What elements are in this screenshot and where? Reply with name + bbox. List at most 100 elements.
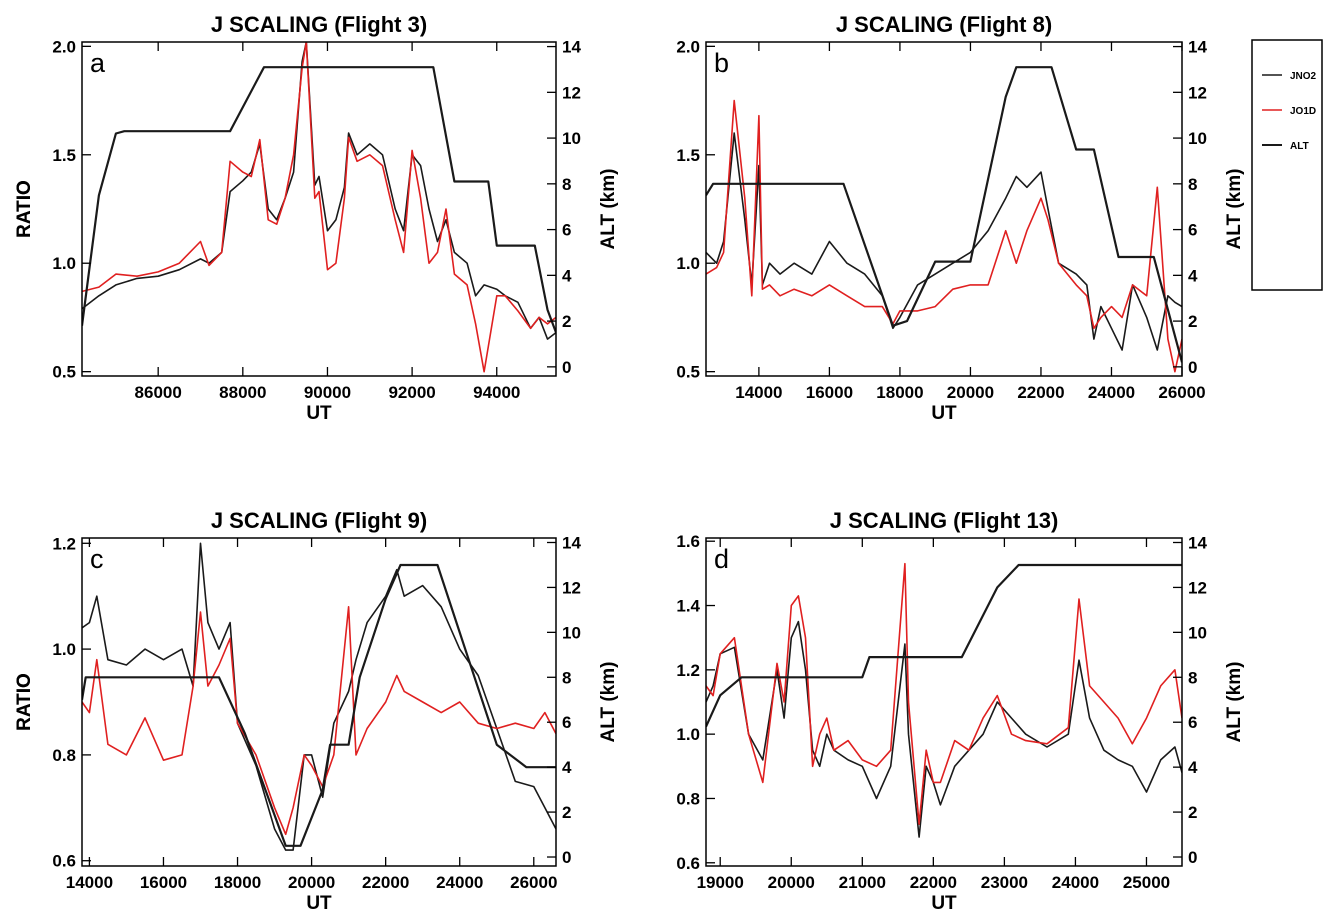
plot-frame: [705, 41, 1183, 377]
y2-tick-label: 8: [562, 668, 571, 687]
x-tick-label: 86000: [135, 383, 182, 402]
series-line-alt: [82, 66, 556, 333]
y2-tick-label: 4: [562, 266, 572, 285]
y2-tick-label: 10: [1188, 623, 1207, 642]
x-tick-label: 22000: [362, 873, 409, 892]
series-line-jo1d: [706, 99, 1182, 373]
chart-panel-d: J SCALING (Flight 13)19000 20000 21000 2200…: [14, 508, 1245, 914]
y-tick-label: 2.0: [676, 37, 700, 56]
x-tick-label: 16000: [806, 383, 853, 402]
chart-title: J SCALING (Flight 8): [836, 12, 1052, 37]
y2-tick-label: 6: [1188, 713, 1197, 732]
series-line-jo1d: [82, 42, 556, 373]
plot-frame: [81, 537, 557, 867]
y2-tick-label: 10: [562, 623, 581, 642]
legend-label-jo1d: JO1D: [1290, 106, 1316, 117]
chart-panel-c: J SCALING (Flight 9) 14000 16000 18000 20000…: [14, 508, 619, 914]
x-tick-label: 20000: [288, 873, 335, 892]
y2-tick-label: 4: [562, 758, 572, 777]
x-tick-label: 90000: [304, 383, 351, 402]
x-tick-label: 88000: [219, 383, 266, 402]
y2-tick-label: 14: [562, 38, 581, 57]
x-axis-label: UT: [306, 893, 332, 914]
y2-tick-label: 0: [1188, 358, 1197, 377]
x-tick-label: 25000: [1123, 873, 1170, 892]
y-tick-label: 0.8: [676, 789, 700, 808]
y-tick-label: 2.0: [52, 37, 76, 56]
series-line-jo1d: [706, 562, 1182, 826]
x-tick-label: 24000: [1088, 383, 1135, 402]
y-tick-label: 1.5: [52, 146, 76, 165]
y2-tick-label: 4: [1188, 266, 1198, 285]
series-line-jo1d: [82, 605, 556, 836]
y2-tick-label: 2: [1188, 803, 1197, 822]
chart-title: J SCALING (Flight 3): [211, 12, 427, 37]
y-tick-label: 0.6: [676, 854, 700, 873]
y-tick-label: 0.5: [52, 363, 76, 382]
y-axis-label: RATIO: [14, 673, 35, 731]
x-tick-label: 19000: [697, 873, 744, 892]
panel-letter: c: [90, 544, 104, 574]
series-line-jno2: [706, 132, 1182, 351]
x-tick-label: 14000: [735, 383, 782, 402]
y-tick-label: 1.2: [52, 534, 76, 553]
plot-frame: [705, 537, 1183, 867]
x-tick-label: 16000: [140, 873, 187, 892]
x-axis-label: UT: [931, 893, 957, 914]
y2-tick-label: 10: [562, 129, 581, 148]
y-tick-label: 0.5: [676, 363, 700, 382]
x-tick-label: 18000: [876, 383, 923, 402]
series-line-jno2: [82, 42, 556, 340]
chart-panel-a: J SCALING (Flight 3) 86000 88000 90000 92000…: [14, 12, 619, 424]
y2-tick-label: 2: [1188, 312, 1197, 331]
legend-label-alt: ALT: [1290, 141, 1309, 152]
panel-letter: b: [714, 48, 729, 78]
y-axis-label: RATIO: [14, 673, 35, 731]
y-tick-label: 1.0: [676, 725, 700, 744]
y2-tick-label: 8: [562, 175, 571, 194]
x-tick-label: 26000: [510, 873, 557, 892]
y2-tick-label: 0: [562, 358, 571, 377]
y-axis-label: RATIO: [14, 180, 35, 238]
series-group: [82, 542, 556, 851]
y-tick-label: 1.2: [676, 661, 700, 680]
y2-tick-label: 10: [1188, 129, 1207, 148]
chart-panel-b: J SCALING (Flight 8) 14000 16000 18000 20000…: [14, 12, 1245, 424]
panel-letter: a: [90, 48, 106, 78]
y2-tick-label: 0: [1188, 848, 1197, 867]
y2-tick-label: 8: [1188, 175, 1197, 194]
y2-tick-label: 6: [562, 713, 571, 732]
y2-tick-label: 2: [562, 312, 571, 331]
x-tick-label: 22000: [1017, 383, 1064, 402]
series-line-alt: [706, 563, 1182, 728]
series-group: [706, 562, 1182, 838]
y2-axis-label: ALT (km): [1224, 662, 1245, 743]
series-line-alt: [706, 66, 1182, 363]
y2-tick-label: 12: [1188, 578, 1207, 597]
x-tick-label: 23000: [981, 873, 1028, 892]
y2-axis-label: ALT (km): [598, 662, 619, 743]
x-tick-label: 26000: [1158, 383, 1205, 402]
x-tick-label: 18000: [214, 873, 261, 892]
y2-axis-label: ALT (km): [598, 169, 619, 250]
series-line-jno2: [706, 620, 1182, 838]
series-line-alt: [82, 563, 556, 847]
x-tick-label: 92000: [388, 383, 435, 402]
y2-tick-label: 14: [562, 533, 581, 552]
y-tick-label: 1.0: [52, 254, 76, 273]
x-tick-label: 14000: [66, 873, 113, 892]
chart-title: J SCALING (Flight 9): [211, 508, 427, 533]
y-tick-label: 0.6: [52, 852, 76, 871]
x-tick-label: 24000: [1052, 873, 1099, 892]
y2-tick-label: 0: [562, 848, 571, 867]
x-axis-label: UT: [306, 403, 332, 424]
y2-tick-label: 12: [562, 578, 581, 597]
x-tick-label: 24000: [436, 873, 483, 892]
y-tick-label: 1.0: [676, 254, 700, 273]
y2-tick-label: 8: [1188, 668, 1197, 687]
y2-tick-label: 6: [562, 221, 571, 240]
panel-letter: d: [714, 544, 729, 574]
chart-title: J SCALING (Flight 13): [830, 508, 1059, 533]
y2-tick-label: 2: [562, 803, 571, 822]
x-tick-label: 21000: [839, 873, 886, 892]
